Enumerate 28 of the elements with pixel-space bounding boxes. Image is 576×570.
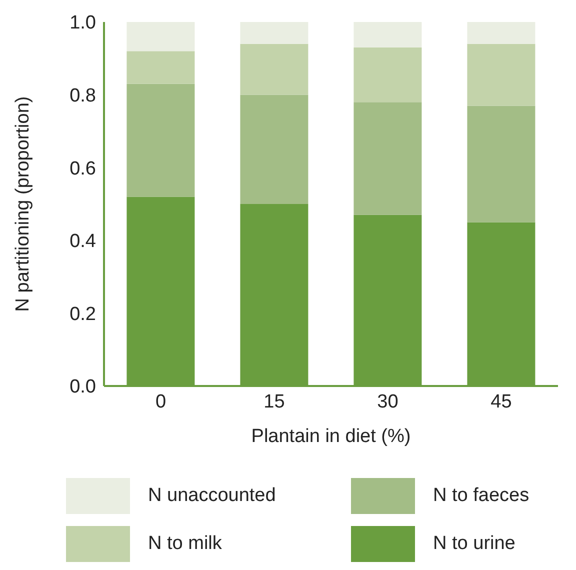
x-tick-label: 0 [155,391,166,412]
y-tick-label: 0.4 [70,231,96,252]
x-tick-label: 45 [490,391,512,412]
bar [240,22,308,44]
bar [354,102,422,215]
bar [240,44,308,95]
y-tick-label: 0.2 [70,304,96,325]
x-axis-title: Plantain in diet (%) [251,426,411,447]
bar [354,47,422,102]
x-tick-label: 15 [264,391,285,412]
bar [126,51,195,84]
legend-label: N to faeces [433,485,530,507]
legend-label: N to milk [148,533,222,555]
y-tick-label: 0.6 [70,158,96,180]
y-tick-label: 1.0 [70,12,96,34]
y-tick-label: 0.0 [70,376,96,398]
legend-label: N to urine [433,533,516,555]
bar [126,84,195,197]
bar [467,106,536,222]
bar [467,44,536,106]
y-tick-label: 0.8 [70,86,96,107]
bar [354,22,422,48]
bar [467,22,536,44]
y-axis-title: N partitioning (proportion) [12,96,34,312]
legend-label: N unaccounted [148,485,276,507]
bar [240,94,308,204]
x-tick-label: 30 [377,391,398,412]
bar [126,22,195,52]
